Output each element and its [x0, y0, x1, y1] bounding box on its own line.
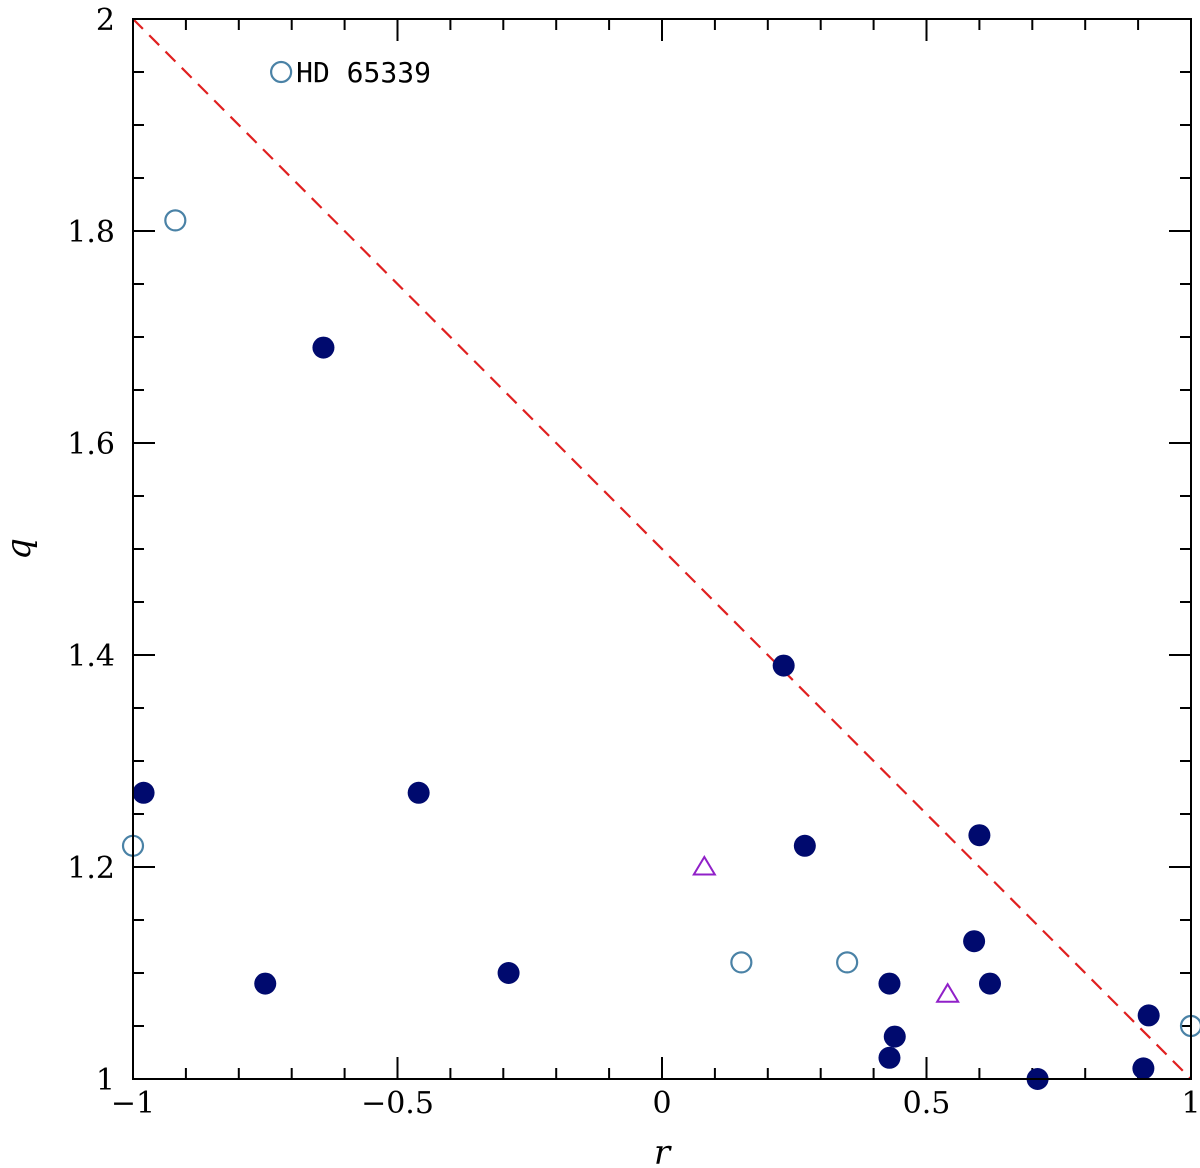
- y-tick-label: 1.2: [67, 851, 115, 886]
- x-tick-label: 0.5: [903, 1086, 951, 1121]
- open-point: [730, 951, 753, 974]
- filled-point: [878, 972, 901, 995]
- filled-point: [772, 654, 795, 677]
- filled-point: [968, 824, 991, 847]
- filled-point: [978, 972, 1001, 995]
- filled-point: [1137, 1004, 1160, 1027]
- open-point: [836, 951, 859, 974]
- reference-line-layer: [132, 18, 1192, 1080]
- triangle-point: [692, 855, 717, 876]
- points-layer: [121, 60, 1200, 1090]
- open-point: [270, 60, 293, 84]
- filled-point: [1132, 1057, 1155, 1080]
- labels-layer: −1 −0.5 0 0.5 1 1 1.2 1.4 1.6 1.8 2 HD 65339: [67, 3, 1200, 1121]
- x-axis-title: r: [654, 1133, 672, 1168]
- x-tick-label: 0: [652, 1086, 671, 1121]
- y-tick-label: 2: [96, 3, 115, 38]
- filled-point: [963, 930, 986, 953]
- filled-point: [407, 781, 430, 804]
- y-tick-label: 1: [96, 1063, 115, 1098]
- filled-point: [254, 972, 277, 995]
- filled-point: [878, 1046, 901, 1069]
- x-tick-label: −0.5: [361, 1086, 434, 1121]
- filled-point: [312, 336, 335, 359]
- x-tick-label: 1: [1181, 1086, 1200, 1121]
- x-tick-label: −1: [111, 1086, 155, 1121]
- triangle-point: [935, 982, 960, 1003]
- filled-point: [883, 1025, 906, 1048]
- y-tick-label: 1.6: [67, 427, 115, 462]
- y-tick-label: 1.4: [67, 639, 115, 674]
- open-point: [164, 209, 187, 232]
- filled-point: [497, 962, 520, 984]
- filled-point: [132, 781, 155, 804]
- plot-frame: [132, 18, 1192, 1080]
- filled-point: [793, 834, 816, 857]
- point-annotation: HD 65339: [296, 56, 431, 89]
- y-tick-label: 1.8: [67, 215, 115, 250]
- y-axis-title: q: [0, 538, 39, 560]
- reference-line: [132, 18, 1192, 1080]
